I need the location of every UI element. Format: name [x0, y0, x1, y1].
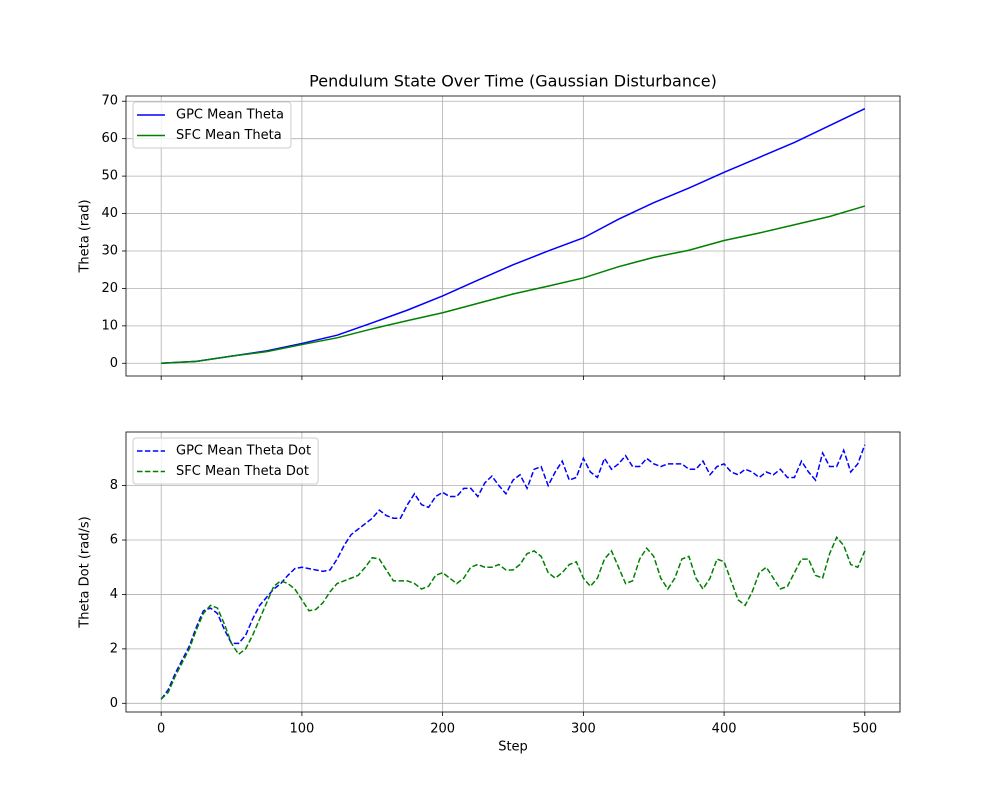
y-tick-label: 40 [101, 206, 118, 221]
x-tick-label: 300 [571, 722, 596, 737]
y-tick-label: 0 [110, 696, 118, 711]
legend-box [132, 437, 319, 485]
y-axis-label: Theta Dot (rad/s) [78, 516, 93, 628]
y-tick-label: 50 [101, 169, 118, 184]
x-tick-label: 0 [157, 722, 165, 737]
axes-frame [125, 95, 901, 377]
legend-label: SFC Mean Theta Dot [176, 464, 309, 479]
y-tick-label: 60 [101, 131, 118, 146]
legend-label: SFC Mean Theta [176, 128, 282, 143]
y-tick-label: 30 [101, 243, 118, 258]
x-tick-label: 200 [430, 722, 455, 737]
x-tick-label: 100 [289, 722, 314, 737]
y-tick-label: 4 [110, 587, 118, 602]
data-line [160, 535, 866, 700]
y-tick-label: 6 [110, 533, 118, 548]
axes-frame [125, 431, 901, 713]
legend-label: GPC Mean Theta Dot [176, 444, 311, 459]
y-tick-label: 2 [110, 641, 118, 656]
data-line [161, 205, 866, 365]
legend-box [132, 101, 292, 149]
x-axis-label: Step [498, 740, 528, 755]
legend-label: GPC Mean Theta [176, 108, 284, 123]
y-tick-label: 0 [110, 356, 118, 371]
data-line [161, 108, 866, 365]
y-axis-label: Theta (rad) [78, 199, 93, 273]
legend: GPC Mean Theta Dot SFC Mean Theta Dot [132, 437, 319, 485]
y-tick-label: 20 [101, 281, 118, 296]
x-tick-label: 500 [852, 722, 877, 737]
y-tick-label: 70 [101, 94, 118, 109]
legend: GPC Mean Theta SFC Mean Theta [132, 101, 292, 149]
y-tick-label: 8 [110, 478, 118, 493]
chart-title: Pendulum State Over Time (Gaussian Distu… [309, 72, 717, 91]
data-line [160, 444, 866, 700]
y-tick-label: 10 [101, 318, 118, 333]
x-tick-label: 400 [712, 722, 737, 737]
